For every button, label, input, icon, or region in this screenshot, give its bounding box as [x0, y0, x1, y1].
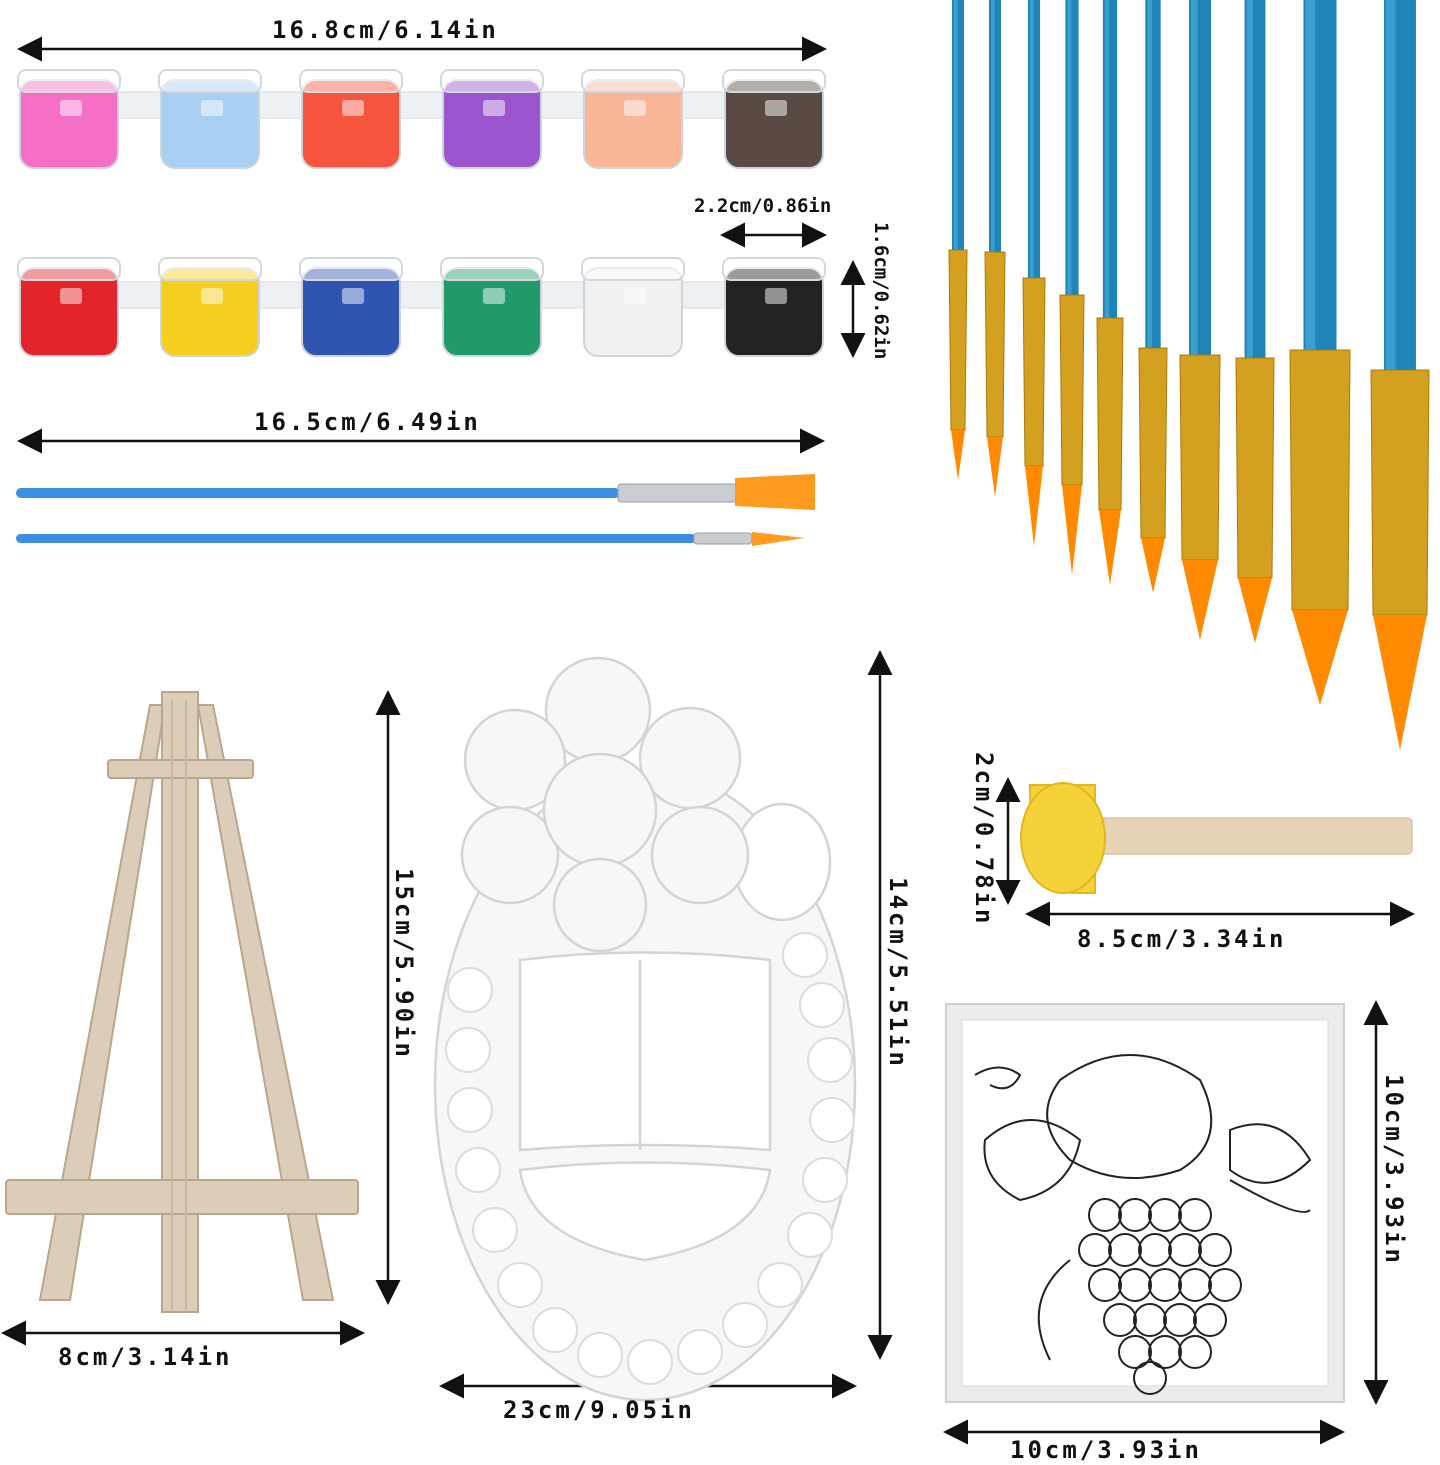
canvas-height-label: 10cm/3.93in — [1380, 1074, 1408, 1266]
set-brush-10 — [1370, 0, 1430, 750]
brush-set — [948, 0, 1430, 750]
palette-well-9 — [627, 1339, 673, 1385]
set-brush-4 — [1059, 0, 1085, 575]
set-brush-2 — [984, 0, 1006, 497]
palette-well-8 — [577, 1332, 623, 1378]
paint-pot-1-1 — [17, 69, 121, 169]
palette-well-15 — [809, 1097, 855, 1143]
paint-palette — [433, 656, 857, 1402]
palette-well-13 — [787, 1212, 833, 1258]
mini-easel — [5, 691, 359, 1313]
paint-pot-2-4 — [440, 257, 544, 357]
palette-well-10 — [677, 1329, 723, 1375]
palette-well-11 — [722, 1302, 768, 1348]
paint-pot-1-6 — [722, 69, 826, 169]
set-brush-5 — [1096, 0, 1124, 585]
paint-strip-row-2 — [17, 257, 826, 357]
paint-pot-2-6 — [722, 257, 826, 357]
palette-well-16 — [807, 1037, 853, 1083]
palette-well-2 — [445, 1027, 491, 1073]
sponge-dauber — [1020, 782, 1413, 894]
set-brush-7 — [1179, 0, 1221, 640]
palette-well-17 — [799, 982, 845, 1028]
set-brush-3 — [1022, 0, 1046, 546]
palette-well-5 — [472, 1207, 518, 1253]
set-brush-8 — [1235, 0, 1275, 643]
set-brush-6 — [1138, 0, 1168, 593]
palette-well-18 — [782, 932, 828, 978]
paint-pot-1-2 — [158, 69, 262, 169]
paint-pot-2-1 — [17, 257, 121, 357]
paint-pot-1-4 — [440, 69, 544, 169]
dimension-arrows — [1, 36, 1415, 1445]
paint-strip-row-1 — [17, 69, 826, 169]
flat-brush — [16, 474, 815, 510]
round-brush — [16, 532, 805, 546]
grape-canvas — [945, 1003, 1345, 1403]
palette-well-1 — [447, 967, 493, 1013]
palette-well-6 — [497, 1262, 543, 1308]
paint-pot-width-label: 2.2cm/0.86in — [694, 195, 832, 217]
easel-width-label: 8cm/3.14in — [58, 1343, 233, 1371]
canvas-width-label: 10cm/3.93in — [1010, 1436, 1202, 1464]
palette-well-4 — [455, 1147, 501, 1193]
palette-well-7 — [532, 1307, 578, 1353]
sponge-length-label: 8.5cm/3.34in — [1077, 925, 1287, 953]
paint-pot-1-3 — [299, 69, 403, 169]
paint-pot-2-3 — [299, 257, 403, 357]
palette-well-14 — [802, 1157, 848, 1203]
palette-well-3 — [447, 1087, 493, 1133]
paint-strip-length-label: 16.8cm/6.14in — [272, 16, 499, 44]
set-brush-1 — [948, 0, 968, 480]
paint-pot-height-label: 1.6cm/0.62in — [870, 222, 892, 360]
paint-pot-2-2 — [158, 257, 262, 357]
palette-well-12 — [757, 1262, 803, 1308]
sponge-height-label: 2cm/0.78in — [970, 752, 998, 927]
easel-height-label: 15cm/5.90in — [390, 868, 418, 1060]
set-brush-9 — [1289, 0, 1351, 705]
paint-pot-2-5 — [581, 257, 685, 357]
palette-height-label: 14cm/5.51in — [884, 877, 912, 1069]
brush-length-label: 16.5cm/6.49in — [254, 408, 481, 436]
paint-pot-1-5 — [581, 69, 685, 169]
palette-width-label: 23cm/9.05in — [503, 1396, 695, 1424]
